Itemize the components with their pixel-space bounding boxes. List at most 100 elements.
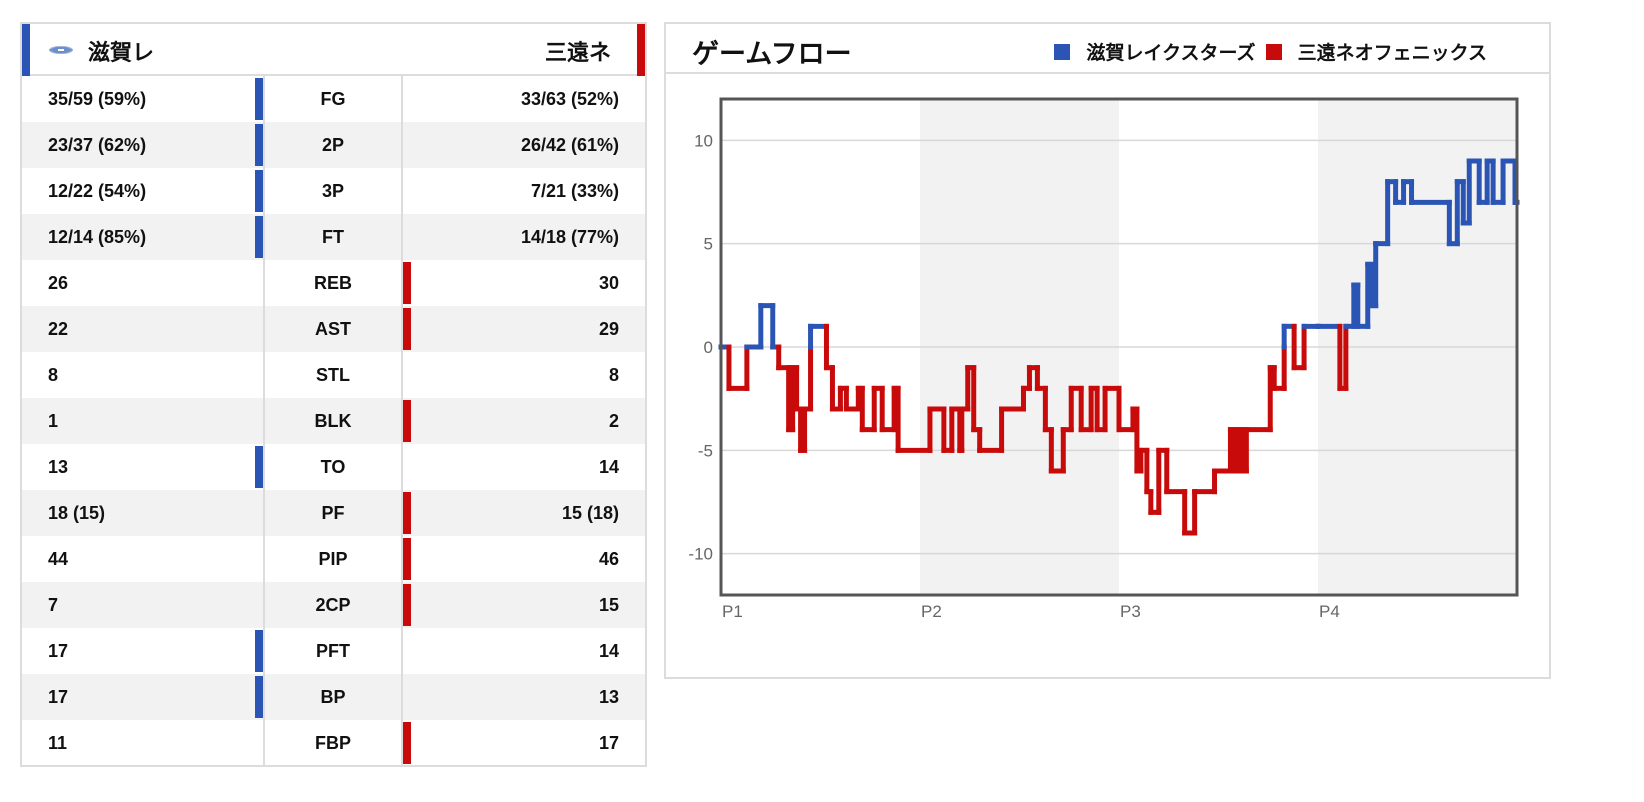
home-leader-bar	[255, 78, 263, 120]
stat-label: PF	[263, 490, 403, 536]
stat-away-value: 15	[598, 595, 619, 615]
stat-row-pft: 17 PFT 14	[22, 628, 645, 674]
stat-row-fbp: 11 FBP 17	[22, 720, 645, 766]
home-leader-bar	[255, 216, 263, 258]
stat-row-ft: 12/14 (85%) FT 14/18 (77%)	[22, 214, 645, 260]
stat-away-value: 2	[608, 411, 619, 431]
stat-row-bp: 17 BP 13	[22, 674, 645, 720]
stat-label: BP	[263, 674, 403, 720]
legend-swatch-home	[1054, 43, 1071, 60]
game-flow-panel: ゲームフロー 滋賀レイクスターズ 三遠ネオフェニックス 10 5 0 -5 -10 P1 P…	[664, 22, 1551, 679]
stat-home-value: 8	[48, 365, 59, 385]
stat-away-value: 33/63 (52%)	[520, 89, 619, 109]
stats-rows: 35/59 (59%) FG 33/63 (52%) 23/37 (62%) 2P 26/…	[22, 76, 645, 766]
stat-away-value: 15 (18)	[561, 503, 619, 523]
away-leader-bar	[403, 538, 411, 580]
stat-row-2p: 23/37 (62%) 2P 26/42 (61%)	[22, 122, 645, 168]
stat-label: 3P	[263, 168, 403, 214]
home-leader-bar	[255, 676, 263, 718]
home-leader-bar	[255, 446, 263, 488]
stat-row-fg: 35/59 (59%) FG 33/63 (52%)	[22, 76, 645, 122]
stat-home-value: 7	[48, 595, 59, 615]
stat-row-pip: 44 PIP 46	[22, 536, 645, 582]
game-flow-title: ゲームフロー	[692, 39, 852, 70]
stat-label: STL	[263, 352, 403, 398]
stat-label: REB	[263, 260, 403, 306]
home-team-name[interactable]: 滋賀レ	[88, 41, 155, 66]
y-tick-label: 5	[704, 235, 713, 254]
home-team-logo-icon	[49, 46, 73, 54]
away-leader-bar	[403, 722, 411, 764]
home-leader-bar	[255, 170, 263, 212]
stat-label: FG	[263, 76, 403, 122]
stat-home-value: 1	[48, 411, 59, 431]
legend-label-away: 三遠ネオフェニックス	[1297, 42, 1487, 64]
stat-home-value: 12/14 (85%)	[48, 227, 147, 247]
stat-home-value: 18 (15)	[48, 503, 106, 523]
stat-away-value: 30	[598, 273, 619, 293]
stat-label: PFT	[263, 628, 403, 674]
x-tick-label: P1	[722, 602, 743, 621]
stat-away-value: 14	[598, 641, 619, 661]
stat-home-value: 44	[48, 549, 69, 569]
stat-away-value: 8	[608, 365, 619, 385]
stat-away-value: 14/18 (77%)	[520, 227, 619, 247]
stat-label: FT	[263, 214, 403, 260]
stat-home-value: 35/59 (59%)	[48, 89, 147, 109]
y-tick-label: -5	[698, 441, 713, 460]
stat-away-value: 46	[598, 549, 619, 569]
x-tick-label: P4	[1319, 602, 1340, 621]
stat-away-value: 26/42 (61%)	[520, 135, 619, 155]
stat-label: AST	[263, 306, 403, 352]
y-tick-label: 0	[704, 338, 713, 357]
stat-label: TO	[263, 444, 403, 490]
away-leader-bar	[403, 308, 411, 350]
stat-home-value: 13	[48, 457, 69, 477]
stat-row-2cp: 7 2CP 15	[22, 582, 645, 628]
legend-label-home: 滋賀レイクスターズ	[1086, 42, 1256, 64]
stat-away-value: 7/21 (33%)	[530, 181, 619, 201]
stats-header: 滋賀レ 三遠ネ	[22, 24, 645, 76]
legend-item-home: 滋賀レイクスターズ	[1054, 38, 1256, 65]
away-leader-bar	[403, 584, 411, 626]
chart-frame	[719, 97, 1519, 597]
home-leader-bar	[255, 124, 263, 166]
away-leader-bar	[403, 492, 411, 534]
stat-home-value: 22	[48, 319, 69, 339]
game-flow-header: ゲームフロー 滋賀レイクスターズ 三遠ネオフェニックス	[666, 24, 1549, 74]
stat-label: 2CP	[263, 582, 403, 628]
x-tick-label: P3	[1120, 602, 1141, 621]
stat-home-value: 23/37 (62%)	[48, 135, 147, 155]
stat-away-value: 17	[598, 733, 619, 753]
stat-label: 2P	[263, 122, 403, 168]
stat-home-value: 26	[48, 273, 69, 293]
stat-row-3p: 12/22 (54%) 3P 7/21 (33%)	[22, 168, 645, 214]
x-tick-label: P2	[921, 602, 942, 621]
away-team-color-bar	[637, 24, 645, 76]
legend-swatch-away	[1265, 43, 1282, 60]
home-team-color-bar	[22, 24, 30, 76]
stat-label: BLK	[263, 398, 403, 444]
game-flow-chart: 10 5 0 -5 -10 P1 P2 P3 P4	[688, 97, 1520, 621]
away-team-name[interactable]: 三遠ネ	[544, 41, 611, 66]
stat-home-value: 17	[48, 641, 69, 661]
stat-row-ast: 22 AST 29	[22, 306, 645, 352]
away-leader-bar	[403, 262, 411, 304]
home-leader-bar	[255, 630, 263, 672]
away-leader-bar	[403, 400, 411, 442]
stat-away-value: 29	[598, 319, 619, 339]
stat-home-value: 11	[48, 733, 68, 753]
stat-row-pf: 18 (15) PF 15 (18)	[22, 490, 645, 536]
stat-away-value: 14	[598, 457, 619, 477]
game-flow-legend: 滋賀レイクスターズ 三遠ネオフェニックス	[1054, 38, 1487, 65]
stat-label: PIP	[263, 536, 403, 582]
y-tick-label: 10	[694, 131, 713, 150]
stat-label: FBP	[263, 720, 403, 766]
team-stats-table: 滋賀レ 三遠ネ 35/59 (59%) FG 33/63 (52%) 23/37 (6…	[20, 22, 647, 767]
stat-away-value: 13	[598, 687, 619, 707]
stat-row-blk: 1 BLK 2	[22, 398, 645, 444]
stat-row-reb: 26 REB 30	[22, 260, 645, 306]
stat-home-value: 12/22 (54%)	[48, 181, 147, 201]
y-tick-label: -10	[688, 545, 713, 564]
legend-item-away: 三遠ネオフェニックス	[1265, 38, 1487, 65]
